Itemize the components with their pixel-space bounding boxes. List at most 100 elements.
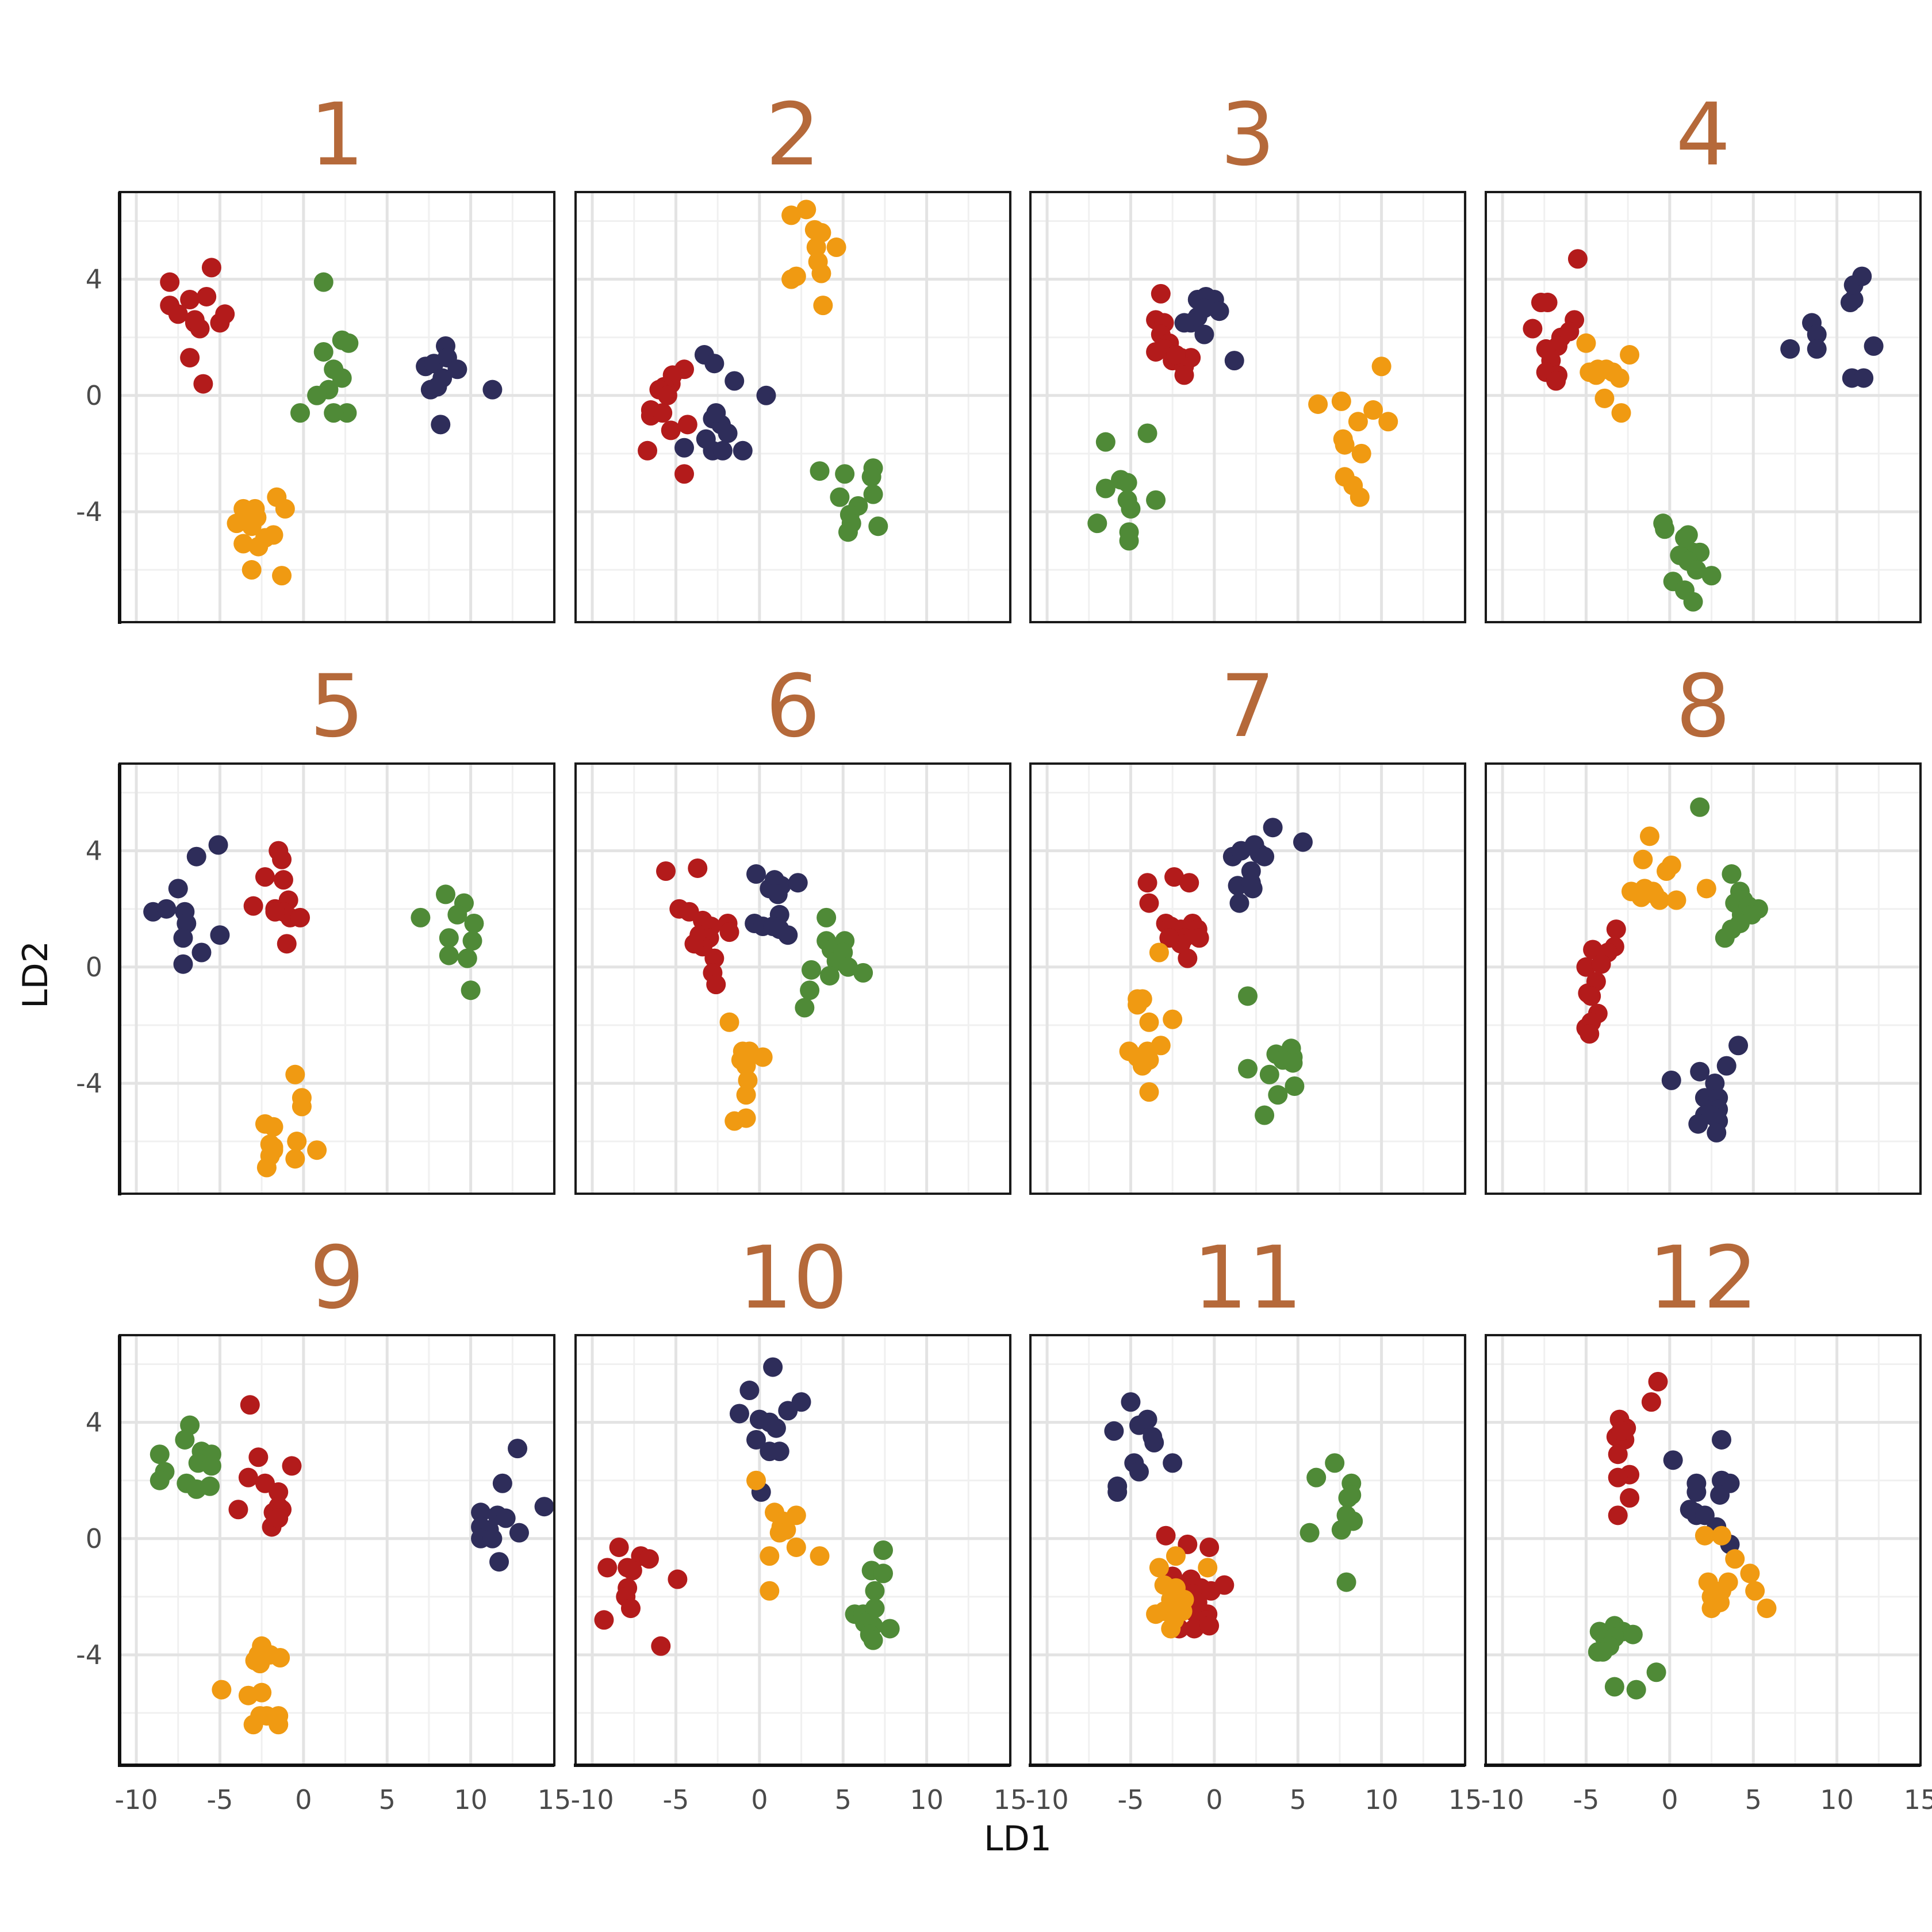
point-group-1	[290, 272, 359, 423]
data-point	[1633, 849, 1653, 869]
point-group-0	[143, 835, 230, 974]
data-point	[1121, 1392, 1141, 1412]
data-point	[1199, 1537, 1220, 1557]
point-group-3	[719, 1012, 773, 1131]
data-point	[1594, 388, 1615, 408]
data-point	[674, 438, 694, 458]
data-point	[411, 907, 431, 927]
x-tick-label: -10	[1481, 1784, 1524, 1815]
data-point	[1149, 1558, 1169, 1578]
data-point	[1608, 1505, 1628, 1525]
data-point	[865, 1581, 885, 1601]
data-point	[1701, 1598, 1722, 1619]
data-point	[275, 499, 295, 519]
facet-title: 3	[1220, 85, 1275, 185]
data-point	[201, 1456, 221, 1476]
data-point	[1807, 339, 1827, 359]
data-point	[746, 864, 766, 884]
panel-border	[574, 191, 1011, 623]
facet-panel-10: 10 -10 -5 0 5 10 15	[571, 1228, 1028, 1815]
data-point	[1283, 1053, 1303, 1073]
data-point	[1238, 986, 1258, 1006]
data-point	[786, 1537, 806, 1557]
point-group-3	[1238, 986, 1305, 1125]
data-point	[156, 899, 177, 919]
facet-panel-3: 3	[1029, 85, 1467, 623]
data-point	[736, 1085, 756, 1105]
data-point	[1576, 333, 1596, 353]
x-tick-label: -5	[1573, 1784, 1600, 1815]
y-tick-label: 0	[86, 952, 102, 983]
point-group-2	[1695, 1525, 1777, 1619]
data-point	[436, 884, 455, 904]
point-group-3	[212, 1636, 290, 1735]
data-point	[718, 423, 738, 443]
data-point	[769, 1523, 789, 1543]
data-point	[439, 945, 459, 965]
data-point	[339, 333, 359, 353]
data-point	[1686, 1482, 1707, 1502]
data-point	[1137, 1409, 1157, 1429]
data-point	[1331, 1520, 1351, 1540]
x-tick-label: 15	[538, 1784, 572, 1815]
data-point	[729, 1404, 749, 1424]
point-group-0	[1146, 283, 1201, 385]
data-point	[1639, 826, 1659, 846]
data-point	[668, 1569, 688, 1589]
x-tick-label: -10	[115, 1784, 158, 1815]
data-point	[706, 403, 726, 423]
x-tick-label: 0	[1206, 1784, 1222, 1815]
facet-panel-2: 2	[574, 85, 1012, 623]
data-point	[1780, 339, 1800, 359]
data-point	[1132, 1056, 1152, 1076]
data-point	[447, 904, 467, 925]
data-point	[200, 1476, 220, 1496]
point-group-1	[1174, 286, 1244, 371]
data-point	[838, 957, 858, 977]
data-point	[272, 566, 292, 586]
data-point	[464, 913, 484, 933]
data-point	[482, 379, 503, 400]
data-point	[462, 931, 482, 951]
data-point	[1620, 345, 1640, 365]
data-point	[307, 385, 327, 405]
data-point	[1666, 890, 1686, 910]
point-group-1	[243, 841, 310, 954]
data-point	[1728, 1036, 1749, 1056]
data-point	[766, 1418, 786, 1438]
facet-panel-4: 4	[1485, 85, 1922, 623]
x-tick-label: 5	[379, 1784, 396, 1815]
data-point	[489, 1552, 509, 1572]
facet-title: 7	[1220, 657, 1275, 757]
point-group-2	[416, 336, 503, 435]
data-point	[724, 1111, 745, 1131]
x-axis-title: LD1	[984, 1819, 1052, 1859]
data-point	[215, 304, 235, 324]
data-point	[739, 1381, 760, 1401]
data-point	[724, 371, 745, 391]
data-point	[191, 942, 212, 963]
data-point	[1255, 1105, 1275, 1125]
x-tick-label: 15	[994, 1784, 1028, 1815]
data-point	[1259, 1064, 1279, 1084]
data-point	[1104, 1421, 1124, 1441]
data-point	[760, 1546, 780, 1566]
data-point	[277, 934, 297, 954]
data-point	[263, 1137, 283, 1157]
data-point	[1285, 1076, 1305, 1096]
data-point	[861, 467, 881, 487]
point-group-2	[1576, 919, 1626, 1044]
x-tick-label: 0	[1661, 1784, 1678, 1815]
data-point	[240, 1395, 260, 1415]
data-point	[168, 879, 188, 899]
point-group-0	[729, 1357, 811, 1502]
data-point	[160, 272, 180, 292]
facet-title: 6	[765, 657, 820, 757]
data-point	[786, 1505, 806, 1525]
data-point	[241, 560, 262, 580]
x-tick-label: -10	[571, 1784, 614, 1815]
data-point	[492, 1473, 512, 1493]
data-point	[265, 902, 285, 922]
data-point	[1144, 1433, 1164, 1452]
data-point	[1523, 319, 1543, 339]
